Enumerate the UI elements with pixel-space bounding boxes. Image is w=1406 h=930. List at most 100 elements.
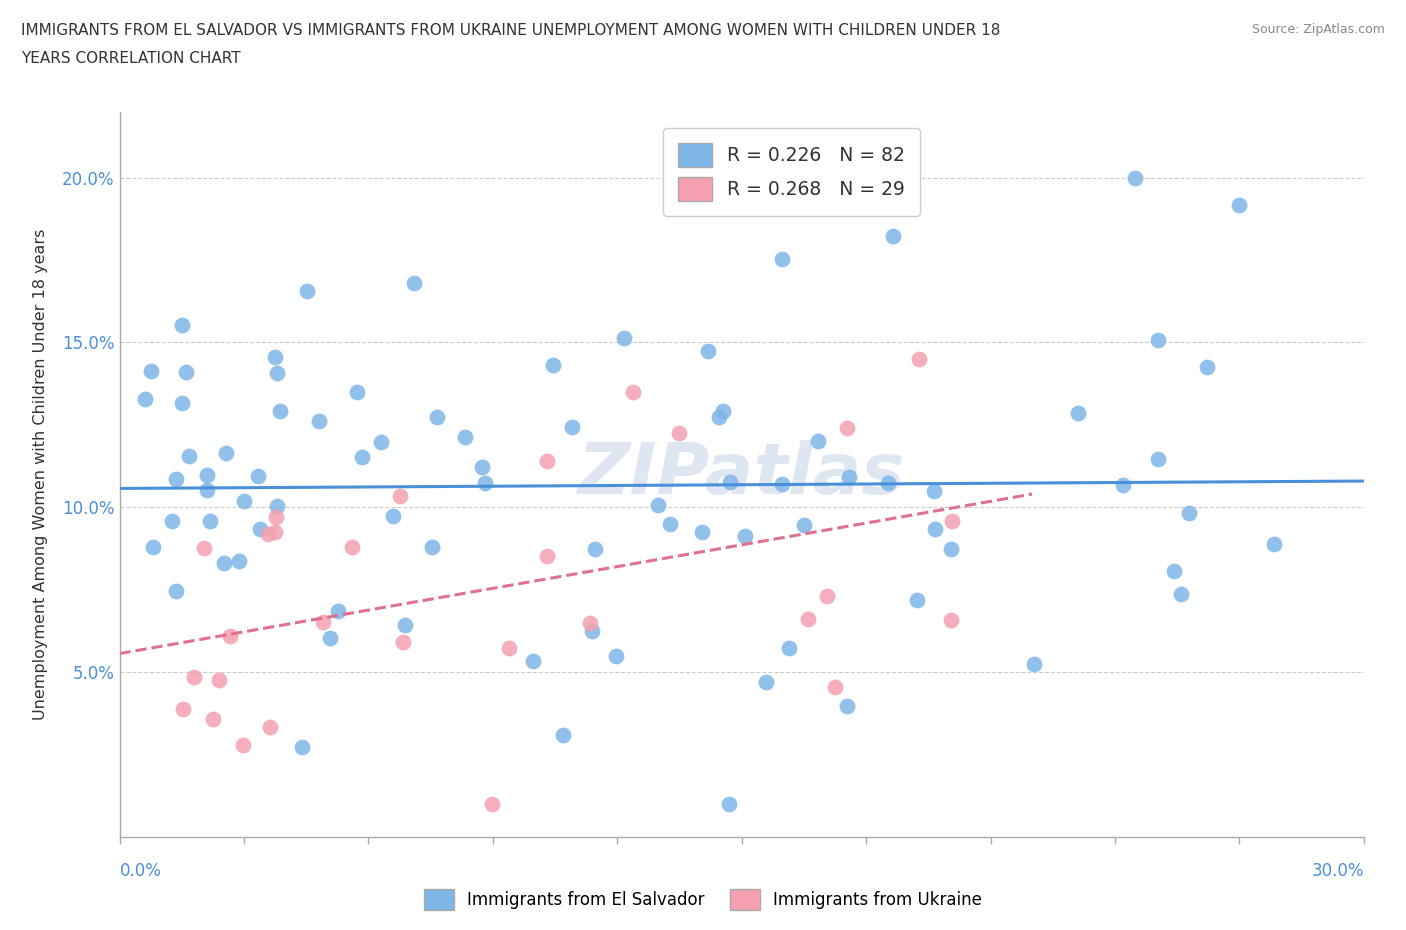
Point	[583, 541, 606, 556]
Point	[579, 616, 602, 631]
Point	[718, 474, 741, 489]
Point	[605, 648, 627, 663]
Point	[1146, 332, 1168, 347]
Point	[941, 542, 963, 557]
Text: YEARS CORRELATION CHART: YEARS CORRELATION CHART	[21, 51, 240, 66]
Point	[1263, 537, 1285, 551]
Point	[536, 549, 558, 564]
Point	[259, 720, 281, 735]
Point	[877, 476, 900, 491]
Point	[882, 229, 904, 244]
Point	[1227, 197, 1250, 212]
Point	[696, 343, 718, 358]
Text: ZIPatlas: ZIPatlas	[578, 440, 905, 509]
Point	[426, 409, 449, 424]
Point	[941, 612, 963, 627]
Point	[346, 385, 368, 400]
Point	[1197, 359, 1219, 374]
Point	[541, 358, 564, 373]
Point	[1170, 587, 1192, 602]
Point	[420, 539, 443, 554]
Point	[394, 618, 416, 632]
Point	[165, 472, 187, 486]
Point	[734, 528, 756, 543]
Point	[454, 430, 477, 445]
Point	[824, 680, 846, 695]
Point	[707, 409, 730, 424]
Point	[1163, 564, 1185, 578]
Point	[228, 554, 250, 569]
Point	[142, 539, 165, 554]
Point	[319, 631, 342, 645]
Point	[264, 350, 287, 365]
Point	[160, 513, 183, 528]
Point	[1147, 452, 1170, 467]
Point	[198, 513, 221, 528]
Point	[837, 699, 859, 714]
Text: 30.0%: 30.0%	[1312, 862, 1364, 881]
Legend: R = 0.226   N = 82, R = 0.268   N = 29: R = 0.226 N = 82, R = 0.268 N = 29	[664, 128, 920, 216]
Point	[172, 702, 194, 717]
Point	[266, 510, 288, 525]
Point	[165, 583, 187, 598]
Point	[134, 392, 156, 406]
Point	[522, 654, 544, 669]
Point	[208, 672, 231, 687]
Point	[312, 614, 335, 629]
Point	[471, 460, 494, 475]
Y-axis label: Unemployment Among Women with Children Under 18 years: Unemployment Among Women with Children U…	[34, 229, 48, 720]
Point	[793, 518, 815, 533]
Point	[711, 404, 734, 418]
Point	[835, 421, 858, 436]
Point	[391, 635, 413, 650]
Point	[692, 525, 714, 539]
Point	[797, 612, 820, 627]
Point	[838, 470, 860, 485]
Point	[924, 522, 946, 537]
Point	[905, 592, 928, 607]
Point	[561, 419, 583, 434]
Point	[202, 711, 225, 726]
Point	[770, 476, 793, 491]
Point	[139, 364, 162, 379]
Point	[941, 513, 963, 528]
Point	[536, 453, 558, 468]
Point	[326, 604, 349, 618]
Point	[807, 433, 830, 448]
Point	[1177, 506, 1199, 521]
Point	[249, 522, 271, 537]
Point	[922, 484, 945, 498]
Point	[257, 526, 280, 541]
Text: IMMIGRANTS FROM EL SALVADOR VS IMMIGRANTS FROM UKRAINE UNEMPLOYMENT AMONG WOMEN : IMMIGRANTS FROM EL SALVADOR VS IMMIGRANT…	[21, 23, 1001, 38]
Point	[174, 365, 197, 379]
Point	[1067, 405, 1090, 420]
Point	[388, 489, 411, 504]
Point	[402, 276, 425, 291]
Point	[659, 516, 682, 531]
Point	[350, 450, 373, 465]
Point	[232, 737, 254, 752]
Point	[212, 556, 235, 571]
Point	[581, 623, 603, 638]
Point	[717, 797, 740, 812]
Point	[266, 498, 288, 513]
Point	[498, 641, 520, 656]
Point	[308, 414, 330, 429]
Point	[195, 483, 218, 498]
Point	[172, 396, 194, 411]
Point	[621, 384, 644, 399]
Point	[195, 468, 218, 483]
Point	[755, 675, 778, 690]
Point	[1112, 477, 1135, 492]
Legend: Immigrants from El Salvador, Immigrants from Ukraine: Immigrants from El Salvador, Immigrants …	[418, 883, 988, 917]
Point	[269, 404, 291, 418]
Point	[481, 797, 503, 812]
Point	[815, 589, 838, 604]
Point	[381, 508, 404, 523]
Point	[1123, 170, 1146, 185]
Point	[770, 252, 793, 267]
Text: 0.0%: 0.0%	[120, 862, 162, 881]
Point	[291, 740, 314, 755]
Point	[647, 498, 669, 512]
Point	[177, 449, 200, 464]
